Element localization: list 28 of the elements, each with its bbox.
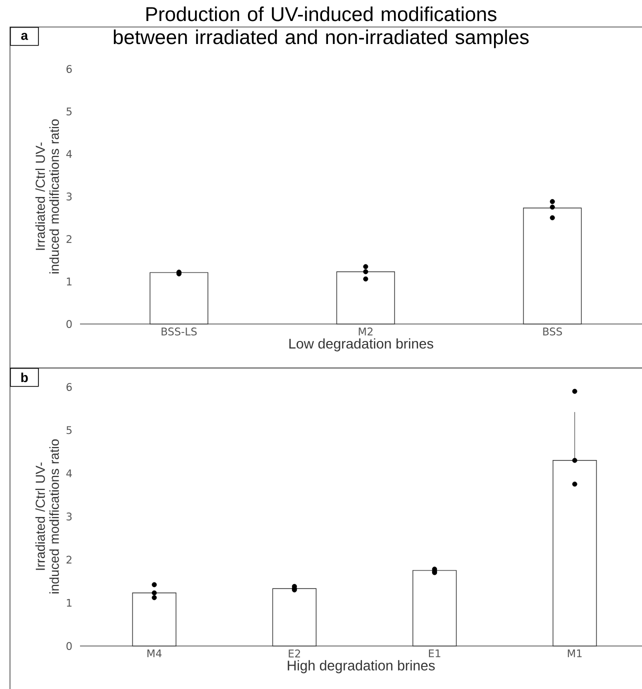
y-tick-label: 1 xyxy=(66,599,72,607)
y-tick-label: 2 xyxy=(66,235,72,243)
x-axis-title: Low degradation brines xyxy=(289,338,434,352)
y-tick-label: 2 xyxy=(66,556,72,564)
x-tick-label: BSS-LS xyxy=(161,328,197,336)
y-axis-title: Irradiated /Ctrl UV- induced modifications ratio xyxy=(35,439,59,594)
y-tick-label: 0 xyxy=(66,642,72,650)
x-tick-label: M1 xyxy=(568,650,582,658)
chart-title: Production of UV-induced modifications between irradiated and non-irradiated samples xyxy=(114,6,528,48)
y-tick-label: 4 xyxy=(66,470,72,478)
x-tick-label: M2 xyxy=(358,328,372,336)
y-tick-label: 0 xyxy=(66,320,72,328)
x-tick-label: BSS xyxy=(543,328,562,336)
y-tick-label: 3 xyxy=(66,512,72,520)
y-axis-title: Irradiated /Ctrl UV- induced modifications ratio xyxy=(35,119,59,274)
x-axis-title: High degradation brines xyxy=(288,660,435,674)
y-tick-label: 5 xyxy=(66,426,72,434)
x-tick-label: E2 xyxy=(288,650,300,658)
y-tick-label: 6 xyxy=(66,383,72,391)
x-tick-label: M4 xyxy=(147,650,162,658)
y-tick-label: 5 xyxy=(66,108,72,116)
y-tick-label: 1 xyxy=(66,278,72,286)
y-tick-label: 6 xyxy=(66,65,72,73)
x-tick-label: E1 xyxy=(428,650,440,658)
y-tick-label: 4 xyxy=(66,150,72,158)
text: b xyxy=(21,372,28,382)
text: a xyxy=(20,32,28,40)
y-tick-label: 3 xyxy=(66,192,72,200)
